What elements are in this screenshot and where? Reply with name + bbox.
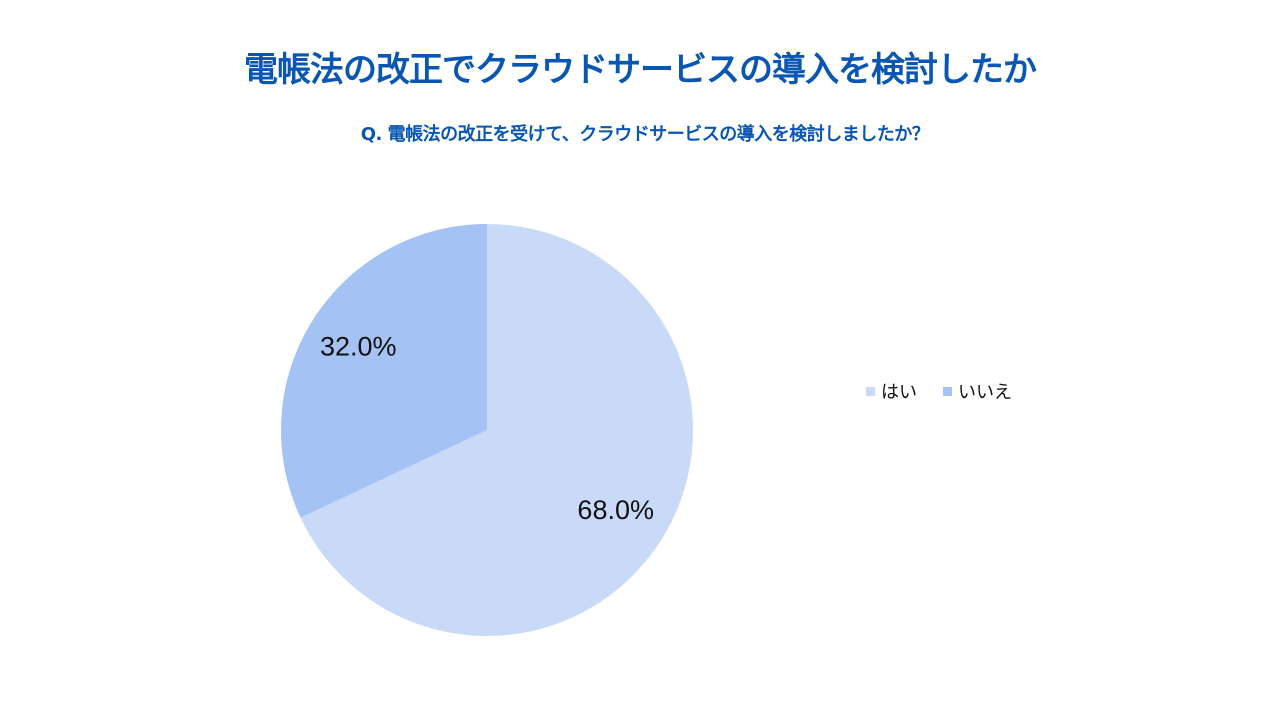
chart-subtitle: Q. 電帳法の改正を受けて、クラウドサービスの導入を検討しましたか？ xyxy=(360,124,930,145)
legend-label-yes: はい xyxy=(881,382,917,403)
chart-title: 電帳法の改正でクラウドサービスの導入を検討したか xyxy=(244,50,1037,90)
legend-swatch-yes xyxy=(866,386,875,396)
legend-swatch-no xyxy=(943,386,952,396)
data-label-no: 32.0% xyxy=(320,331,397,361)
slice-no xyxy=(281,224,487,518)
legend-item-yes: はい xyxy=(866,378,917,404)
legend-item-no: いいえ xyxy=(943,378,1012,404)
slice-yes xyxy=(300,224,694,636)
legend-label-no: いいえ xyxy=(958,382,1012,403)
data-label-yes: 68.0% xyxy=(577,495,654,525)
chart-legend: はい いいえ xyxy=(866,378,1038,404)
